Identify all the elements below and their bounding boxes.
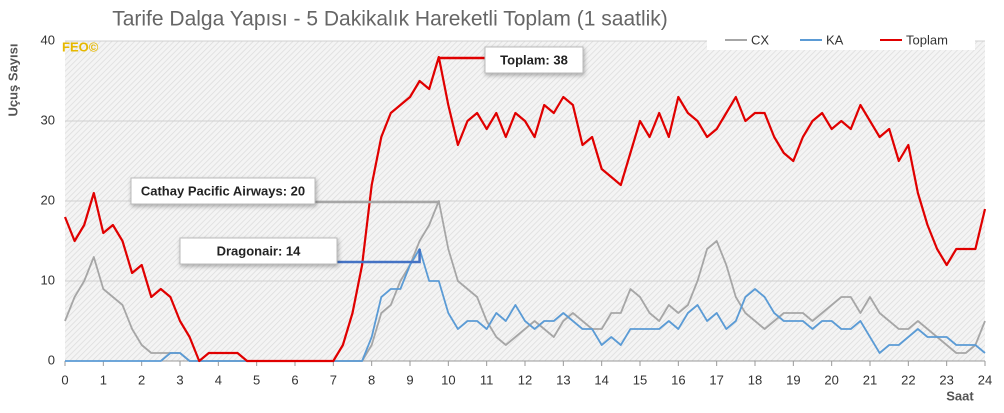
x-tick-label: 6 [291,372,298,387]
x-tick-label: 0 [61,372,68,387]
x-tick-label: 14 [594,372,608,387]
x-tick-label: 1 [100,372,107,387]
annotation-text: Dragonair: 14 [217,243,302,258]
watermark: FEO© [62,39,99,54]
x-tick-label: 7 [330,372,337,387]
x-tick-label: 10 [441,372,455,387]
x-tick-label: 18 [748,372,762,387]
annotation-box [130,177,316,205]
annotation-text: Toplam: 38 [500,52,568,67]
legend-label: CX [751,32,769,47]
annotation-leader [437,56,485,60]
x-tick-label: 3 [176,372,183,387]
x-tick-label: 20 [824,372,838,387]
y-tick-label: 20 [41,192,55,207]
x-tick-label: 17 [709,372,723,387]
x-tick-label: 9 [406,372,413,387]
annotation-leader [315,200,440,204]
x-tick-label: 22 [901,372,915,387]
series-line [65,248,986,362]
y-tick-label: 30 [41,112,55,127]
x-tick-label: 8 [368,372,375,387]
legend-label: KA [826,32,844,47]
x-tick-label: 13 [556,372,570,387]
annotation-box [179,237,338,265]
x-tick-label: 5 [253,372,260,387]
x-tick-label: 19 [786,372,800,387]
y-tick-label: 10 [41,272,55,287]
legend-box [707,30,975,50]
annotation-leader [337,249,421,264]
annotation-text: Cathay Pacific Airways: 20 [141,183,305,198]
y-tick-label: 0 [48,352,55,367]
x-tick-label: 24 [978,372,992,387]
series-line [63,55,987,363]
x-axis-label: Saat [946,388,974,403]
y-tick-label: 40 [41,32,55,47]
x-tick-label: 21 [863,372,877,387]
x-tick-label: 15 [633,372,647,387]
x-tick-label: 23 [939,372,953,387]
x-tick-label: 12 [518,372,532,387]
chart-title: Tarife Dalga Yapısı - 5 Dakikalık Hareke… [112,8,668,31]
legend-label: Toplam [906,32,948,47]
x-tick-label: 2 [138,372,145,387]
x-tick-label: 4 [215,372,222,387]
x-tick-label: 11 [480,372,494,387]
annotation-box [484,46,584,74]
y-axis-label: Uçuş Sayısı [5,44,20,117]
x-tick-label: 16 [671,372,685,387]
